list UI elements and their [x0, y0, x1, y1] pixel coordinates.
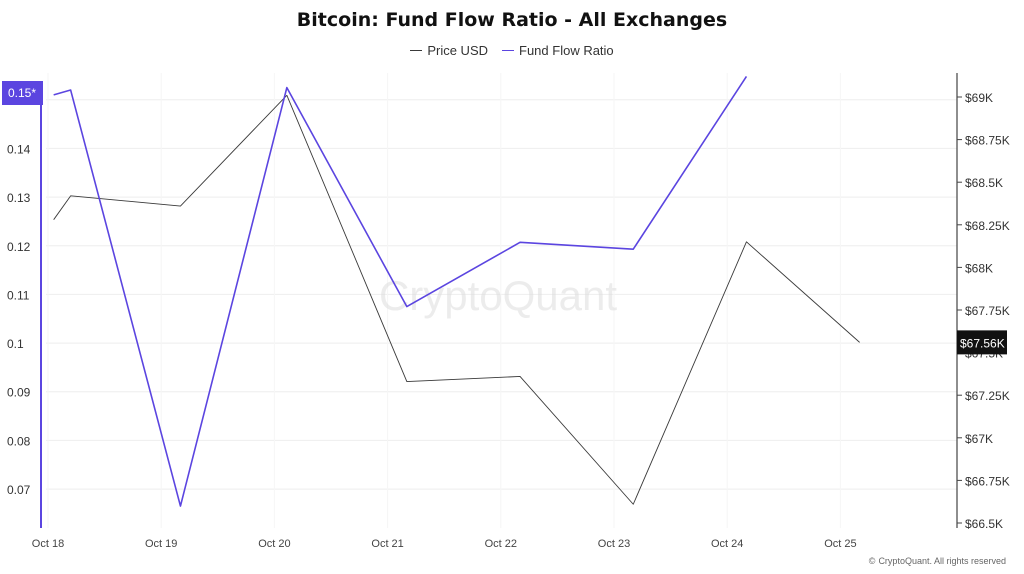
x-tick-label: Oct 19	[145, 538, 177, 550]
left-tick-label: 0.14	[7, 142, 31, 156]
x-tick-label: Oct 18	[32, 538, 64, 550]
series-group	[53, 75, 860, 507]
left-value-badge	[2, 81, 43, 105]
right-value-badge	[957, 330, 1007, 355]
grid-lines	[46, 73, 957, 528]
copyright: © CryptoQuant. All rights reserved	[869, 556, 1006, 566]
right-tick-label: $66.5K	[965, 517, 1003, 531]
copyright-text: CryptoQuant. All rights reserved	[878, 556, 1006, 566]
left-tick-label: 0.07	[7, 483, 31, 497]
value-badges: 0.15* $67.56K	[2, 81, 1007, 355]
right-tick-label: $69K	[965, 91, 993, 105]
legend-label-ratio: Fund Flow Ratio	[519, 43, 614, 58]
x-tick-label: Oct 22	[485, 538, 517, 550]
left-tick-label: 0.08	[7, 434, 31, 448]
legend-label-price: Price USD	[427, 43, 489, 58]
right-tick-label: $68.75K	[965, 134, 1010, 148]
left-tick-label: 0.09	[7, 386, 31, 400]
chart-title: Bitcoin: Fund Flow Ratio - All Exchanges	[296, 9, 728, 31]
x-tick-label: Oct 23	[598, 538, 630, 550]
legend-swatch-price	[410, 50, 423, 51]
legend-item-price[interactable]: Price USD	[410, 43, 488, 58]
left-tick-label: 0.1	[7, 337, 24, 351]
left-tick-label: 0.12	[7, 240, 31, 254]
x-axis: Oct 18 Oct 19 Oct 20 Oct 21 Oct 22 Oct 23 Oct …	[32, 538, 857, 550]
series-line-price-usd[interactable]	[53, 94, 860, 505]
left-axis: 0.070.080.090.10.110.120.130.140.15	[7, 81, 42, 528]
legend: Price USD Fund Flow Ratio	[0, 43, 1024, 58]
right-tick-label: $68.25K	[965, 219, 1010, 233]
right-tick-label: $66.75K	[965, 474, 1010, 488]
watermark: CryptoQuant	[379, 272, 617, 319]
x-tick-label: Oct 24	[711, 538, 743, 550]
series-line-fund-flow-ratio[interactable]	[53, 75, 748, 507]
legend-swatch-ratio	[502, 50, 515, 51]
right-tick-label: $67.75K	[965, 304, 1010, 318]
x-tick-label: Oct 21	[371, 538, 403, 550]
right-tick-label: $68K	[965, 261, 993, 275]
right-tick-label: $68.5K	[965, 176, 1003, 190]
left-value-badge-label: 0.15*	[8, 86, 36, 100]
left-tick-label: 0.13	[7, 191, 31, 205]
right-value-badge-label: $67.56K	[960, 336, 1005, 350]
x-tick-label: Oct 20	[258, 538, 290, 550]
x-tick-label: Oct 25	[824, 538, 856, 550]
copyright-icon: ©	[868, 556, 876, 566]
right-tick-label: $67.25K	[965, 389, 1010, 403]
right-axis: $66.5K$66.75K$67K$67.25K$67.5K$67.75K$68…	[956, 73, 1010, 531]
left-tick-label: 0.11	[7, 288, 30, 302]
legend-item-ratio[interactable]: Fund Flow Ratio	[502, 43, 614, 58]
right-tick-label: $67K	[965, 432, 993, 446]
